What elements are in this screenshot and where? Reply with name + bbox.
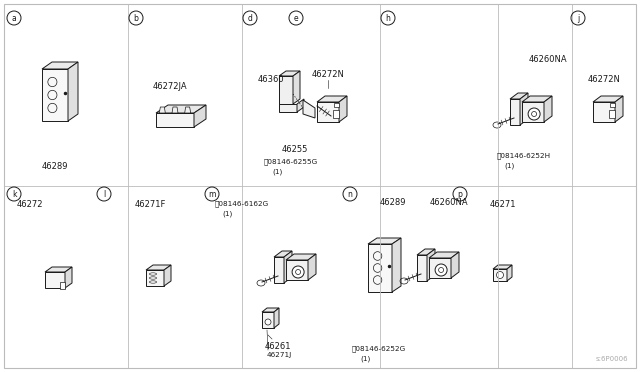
Polygon shape	[262, 312, 274, 328]
Polygon shape	[164, 265, 171, 286]
Polygon shape	[68, 62, 78, 121]
Polygon shape	[159, 107, 165, 113]
Text: 46272: 46272	[17, 200, 44, 209]
Polygon shape	[274, 251, 292, 257]
Text: 46260NA: 46260NA	[529, 55, 567, 64]
Polygon shape	[417, 255, 427, 281]
Text: s:6P0006: s:6P0006	[595, 356, 628, 362]
Polygon shape	[368, 238, 401, 244]
Text: Ⓝ08146-6162G: Ⓝ08146-6162G	[215, 200, 269, 206]
Polygon shape	[45, 267, 72, 272]
Polygon shape	[286, 260, 308, 280]
Text: k: k	[12, 189, 16, 199]
Text: 46289: 46289	[380, 198, 406, 207]
Circle shape	[435, 264, 447, 276]
Polygon shape	[146, 265, 171, 270]
Polygon shape	[185, 107, 191, 113]
Polygon shape	[42, 62, 78, 69]
Polygon shape	[522, 96, 552, 102]
Text: l: l	[103, 189, 105, 199]
Polygon shape	[60, 282, 65, 289]
Polygon shape	[284, 251, 292, 283]
Text: Ⓝ08146-6255G: Ⓝ08146-6255G	[264, 158, 318, 164]
Polygon shape	[317, 96, 347, 102]
Polygon shape	[451, 252, 459, 278]
Text: 46255: 46255	[282, 145, 308, 154]
Text: Ⓝ08146-6252H: Ⓝ08146-6252H	[497, 152, 551, 158]
Text: 46272JA: 46272JA	[153, 82, 188, 91]
Text: h: h	[385, 13, 390, 22]
Polygon shape	[544, 96, 552, 122]
Polygon shape	[42, 69, 68, 121]
Polygon shape	[274, 308, 279, 328]
Polygon shape	[65, 267, 72, 288]
Polygon shape	[493, 265, 512, 269]
Polygon shape	[593, 96, 623, 102]
Polygon shape	[368, 244, 392, 292]
Polygon shape	[172, 107, 178, 113]
Text: (1): (1)	[360, 355, 371, 362]
Polygon shape	[417, 249, 435, 255]
Polygon shape	[156, 113, 194, 127]
Polygon shape	[156, 105, 206, 113]
Polygon shape	[274, 257, 284, 283]
Polygon shape	[510, 99, 520, 125]
Text: 46289: 46289	[42, 162, 68, 171]
Polygon shape	[609, 110, 615, 118]
Polygon shape	[297, 99, 304, 112]
Text: n: n	[348, 189, 353, 199]
Polygon shape	[493, 269, 507, 281]
Polygon shape	[610, 103, 615, 107]
Text: 46261: 46261	[265, 342, 291, 351]
Text: 46272N: 46272N	[312, 70, 344, 79]
Polygon shape	[279, 71, 300, 76]
Text: j: j	[577, 13, 579, 22]
Polygon shape	[308, 254, 316, 280]
Text: Ⓝ08146-6252G: Ⓝ08146-6252G	[352, 345, 406, 352]
Text: 46360: 46360	[258, 75, 285, 84]
Circle shape	[265, 319, 271, 325]
Polygon shape	[286, 254, 316, 260]
Circle shape	[292, 266, 304, 278]
Text: a: a	[12, 13, 17, 22]
Polygon shape	[45, 272, 65, 288]
Polygon shape	[392, 238, 401, 292]
Text: p: p	[458, 189, 463, 199]
Text: 46271: 46271	[490, 200, 516, 209]
Circle shape	[497, 272, 504, 279]
Polygon shape	[333, 110, 339, 118]
Polygon shape	[507, 265, 512, 281]
Polygon shape	[339, 96, 347, 122]
Text: 46271F: 46271F	[134, 200, 166, 209]
Text: (1): (1)	[272, 168, 282, 174]
Polygon shape	[522, 102, 544, 122]
Circle shape	[528, 108, 540, 120]
Polygon shape	[303, 100, 315, 118]
Text: 46271J: 46271J	[267, 352, 292, 358]
Polygon shape	[317, 102, 339, 122]
Polygon shape	[194, 105, 206, 127]
Polygon shape	[429, 258, 451, 278]
Polygon shape	[293, 71, 300, 104]
Text: (1): (1)	[504, 162, 515, 169]
Text: m: m	[208, 189, 216, 199]
Polygon shape	[279, 76, 293, 104]
Polygon shape	[279, 104, 297, 112]
Polygon shape	[593, 102, 615, 122]
Text: 46260NA: 46260NA	[430, 198, 468, 207]
Polygon shape	[429, 252, 459, 258]
Polygon shape	[615, 96, 623, 122]
Polygon shape	[334, 103, 339, 107]
Polygon shape	[262, 308, 279, 312]
Text: d: d	[248, 13, 252, 22]
Polygon shape	[146, 270, 164, 286]
Polygon shape	[520, 93, 528, 125]
Text: e: e	[294, 13, 298, 22]
Text: b: b	[134, 13, 138, 22]
Polygon shape	[510, 93, 528, 99]
Text: 46272N: 46272N	[588, 75, 620, 84]
Text: (1): (1)	[222, 210, 232, 217]
Polygon shape	[427, 249, 435, 281]
